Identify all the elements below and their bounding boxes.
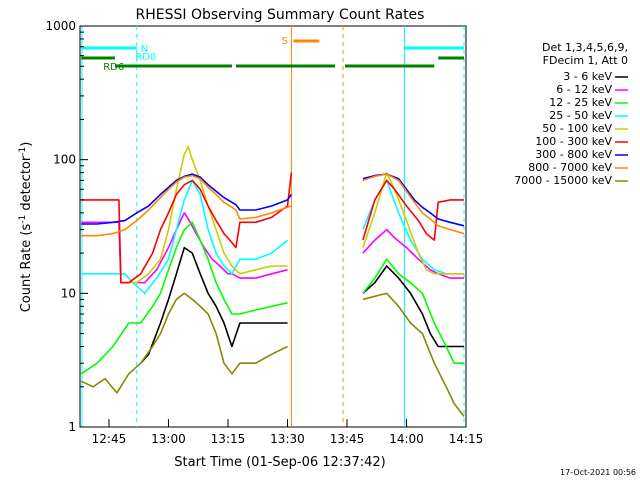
- legend-label: 6 - 12 keV: [556, 83, 612, 96]
- legend-header-line-1: Det 1,3,4,5,6,9,: [542, 41, 628, 54]
- legend-label: 800 - 7000 keV: [528, 161, 612, 174]
- legend-label: 100 - 300 keV: [535, 135, 612, 148]
- series-line: [80, 292, 465, 417]
- y-axis-label-main: Count Rate (s: [19, 224, 34, 313]
- y-tick-label: 1000: [45, 19, 76, 33]
- series-line: [81, 172, 464, 284]
- y-axis-label-mid: detector: [19, 155, 34, 215]
- y-axis-label-sup1: -1: [18, 215, 28, 224]
- legend-label: 7000 - 15000 keV: [514, 174, 612, 187]
- y-axis-label-end: ): [19, 142, 34, 147]
- series-line: [124, 145, 464, 284]
- x-tick-label: 13:00: [151, 432, 186, 446]
- series-group: [80, 145, 465, 417]
- event-shading: [81, 26, 465, 427]
- y-axis-label-sup2: -1: [18, 147, 28, 156]
- x-tick-label: 12:45: [92, 432, 127, 446]
- y-axis: 1 10 100 1000: [45, 19, 88, 434]
- footer-date: 17-Oct-2021 00:56: [560, 468, 636, 477]
- x-axis-label: Start Time (01-Sep-06 12:37:42): [174, 455, 385, 470]
- series-line: [81, 179, 464, 295]
- plot-frame: [79, 25, 467, 428]
- x-tick-label: 14:15: [449, 432, 484, 446]
- series-line: [81, 212, 464, 284]
- legend-label: 3 - 6 keV: [563, 70, 612, 83]
- y-axis-label: Count Rate (s-1 detector-1): [18, 142, 34, 313]
- chart-title: RHESSI Observing Summary Count Rates: [136, 7, 425, 23]
- legend-header-line-2: FDecim 1, Att 0: [543, 54, 628, 67]
- segment-label: RD6: [103, 62, 124, 73]
- marker-label-s: S: [282, 36, 288, 47]
- x-tick-label: 13:15: [211, 432, 246, 446]
- marker-label-n: N: [141, 44, 148, 55]
- x-tick-label: 14:00: [389, 432, 424, 446]
- y-tick-label: 1: [68, 420, 76, 434]
- legend-label: 25 - 50 keV: [549, 109, 612, 122]
- x-axis: 12:45 13:00 13:15 13:30 13:45 14:00 14:15: [92, 419, 484, 446]
- legend: Det 1,3,4,5,6,9, FDecim 1, Att 0 3 - 6 k…: [514, 41, 628, 187]
- status-segments: RD0 RD6 N S: [81, 36, 465, 73]
- y-tick-label: 10: [61, 286, 76, 300]
- series-line: [81, 173, 465, 237]
- legend-label: 50 - 100 keV: [542, 122, 612, 135]
- series-line: [140, 246, 464, 364]
- segment-label: RD0: [135, 52, 156, 63]
- x-tick-label: 13:45: [330, 432, 365, 446]
- plot-area: [79, 25, 467, 428]
- legend-label: 300 - 800 keV: [535, 148, 612, 161]
- y-tick-label: 100: [53, 153, 76, 167]
- series-line: [80, 221, 464, 375]
- legend-label: 12 - 25 keV: [549, 96, 612, 109]
- x-tick-label: 13:30: [270, 432, 305, 446]
